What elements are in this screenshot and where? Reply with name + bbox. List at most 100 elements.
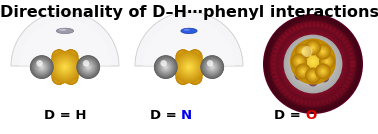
Circle shape: [156, 57, 176, 77]
Circle shape: [279, 35, 286, 42]
Circle shape: [190, 72, 200, 83]
Circle shape: [189, 51, 201, 63]
Circle shape: [56, 75, 62, 80]
Circle shape: [201, 55, 224, 79]
Circle shape: [55, 53, 63, 61]
Circle shape: [203, 58, 222, 77]
Circle shape: [322, 57, 332, 66]
Circle shape: [265, 16, 361, 112]
Circle shape: [175, 65, 180, 70]
Circle shape: [193, 75, 197, 79]
Circle shape: [74, 65, 79, 70]
Circle shape: [271, 50, 278, 57]
Circle shape: [177, 71, 189, 83]
Circle shape: [71, 67, 77, 74]
Circle shape: [319, 47, 327, 56]
Circle shape: [306, 69, 320, 82]
Circle shape: [196, 68, 200, 72]
Circle shape: [76, 66, 78, 68]
Circle shape: [38, 63, 46, 71]
Circle shape: [310, 73, 316, 78]
Circle shape: [178, 72, 188, 83]
Circle shape: [61, 63, 69, 71]
Circle shape: [282, 33, 344, 96]
Circle shape: [67, 73, 75, 81]
Circle shape: [71, 67, 77, 74]
Circle shape: [295, 63, 311, 79]
Circle shape: [296, 23, 303, 30]
Circle shape: [270, 67, 277, 74]
Circle shape: [164, 65, 168, 69]
Circle shape: [182, 56, 184, 57]
Circle shape: [196, 62, 206, 72]
Circle shape: [70, 66, 78, 75]
Circle shape: [193, 55, 197, 59]
Circle shape: [336, 91, 343, 98]
Circle shape: [311, 73, 315, 78]
Circle shape: [298, 67, 308, 76]
Circle shape: [175, 65, 179, 69]
Circle shape: [160, 62, 171, 72]
Circle shape: [318, 67, 328, 76]
Circle shape: [178, 52, 188, 62]
Circle shape: [68, 54, 74, 60]
Circle shape: [187, 70, 203, 85]
Circle shape: [291, 42, 335, 86]
Circle shape: [193, 65, 203, 75]
Circle shape: [55, 57, 75, 77]
Circle shape: [285, 36, 341, 92]
Circle shape: [163, 65, 168, 69]
Circle shape: [177, 67, 183, 74]
Circle shape: [195, 62, 206, 72]
Circle shape: [175, 65, 185, 75]
Circle shape: [307, 41, 319, 54]
Circle shape: [31, 56, 53, 78]
Circle shape: [54, 68, 58, 73]
Circle shape: [176, 67, 184, 74]
Circle shape: [71, 68, 77, 73]
Circle shape: [52, 50, 66, 64]
Circle shape: [53, 68, 59, 73]
Circle shape: [350, 60, 356, 68]
Text: D = H: D = H: [44, 109, 86, 122]
Circle shape: [160, 61, 172, 73]
Circle shape: [53, 67, 59, 74]
Circle shape: [53, 66, 54, 68]
Circle shape: [54, 51, 65, 62]
Circle shape: [197, 69, 200, 72]
Circle shape: [85, 64, 91, 70]
Circle shape: [76, 66, 78, 68]
Circle shape: [83, 62, 93, 72]
Circle shape: [198, 64, 204, 70]
Circle shape: [187, 65, 191, 70]
Circle shape: [308, 100, 315, 107]
Circle shape: [346, 77, 353, 84]
Circle shape: [72, 62, 82, 72]
Circle shape: [174, 64, 180, 70]
Circle shape: [55, 70, 57, 71]
Circle shape: [69, 65, 79, 75]
Circle shape: [78, 57, 99, 77]
Wedge shape: [135, 12, 243, 66]
Circle shape: [299, 47, 307, 56]
Circle shape: [30, 55, 53, 79]
Circle shape: [46, 60, 60, 74]
Circle shape: [191, 73, 199, 81]
Circle shape: [208, 62, 217, 72]
Circle shape: [181, 54, 186, 59]
Circle shape: [305, 40, 321, 55]
Circle shape: [300, 99, 307, 106]
Circle shape: [308, 59, 318, 69]
Circle shape: [291, 42, 335, 86]
Circle shape: [178, 69, 181, 72]
Circle shape: [205, 60, 220, 75]
Circle shape: [302, 51, 304, 53]
Circle shape: [179, 73, 187, 82]
Circle shape: [175, 70, 191, 85]
Circle shape: [309, 58, 317, 65]
Circle shape: [180, 54, 186, 60]
Circle shape: [180, 54, 186, 60]
Circle shape: [277, 28, 349, 100]
Circle shape: [70, 60, 84, 75]
Circle shape: [205, 60, 219, 74]
